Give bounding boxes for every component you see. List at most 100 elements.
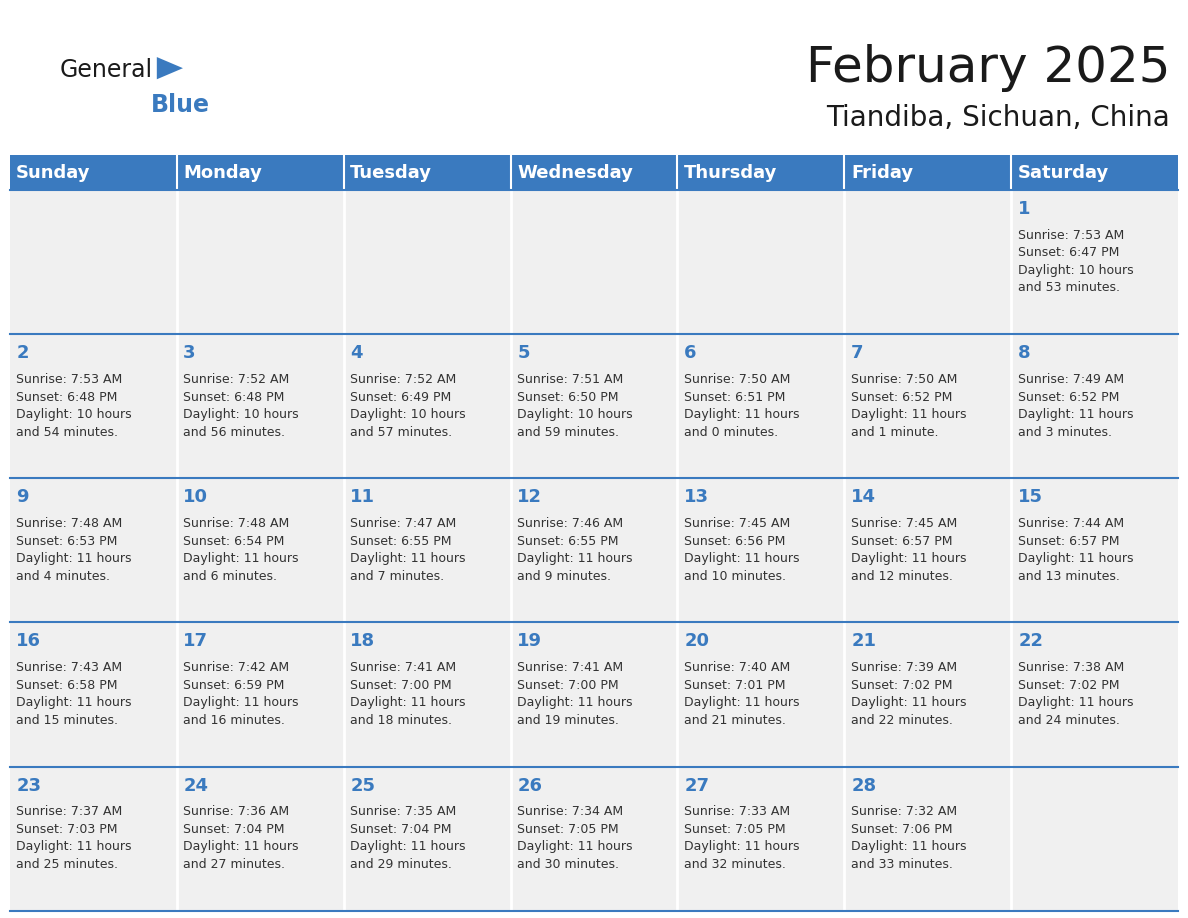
Text: Sunrise: 7:52 AM
Sunset: 6:48 PM
Daylight: 10 hours
and 56 minutes.: Sunrise: 7:52 AM Sunset: 6:48 PM Dayligh… <box>183 373 299 439</box>
Bar <box>10 622 177 767</box>
Bar <box>677 478 845 622</box>
Text: Sunrise: 7:32 AM
Sunset: 7:06 PM
Daylight: 11 hours
and 33 minutes.: Sunrise: 7:32 AM Sunset: 7:06 PM Dayligh… <box>851 805 967 871</box>
Text: 4: 4 <box>350 344 362 363</box>
Text: Sunrise: 7:39 AM
Sunset: 7:02 PM
Daylight: 11 hours
and 22 minutes.: Sunrise: 7:39 AM Sunset: 7:02 PM Dayligh… <box>851 661 967 727</box>
Text: Saturday: Saturday <box>1018 163 1110 182</box>
Text: Friday: Friday <box>851 163 914 182</box>
Text: Tuesday: Tuesday <box>350 163 432 182</box>
Text: Sunrise: 7:43 AM
Sunset: 6:58 PM
Daylight: 11 hours
and 15 minutes.: Sunrise: 7:43 AM Sunset: 6:58 PM Dayligh… <box>17 661 132 727</box>
Bar <box>677 155 845 190</box>
Text: 15: 15 <box>1018 488 1043 507</box>
Text: 14: 14 <box>851 488 877 507</box>
Text: 11: 11 <box>350 488 375 507</box>
Bar <box>1011 334 1178 478</box>
Bar <box>511 478 677 622</box>
Bar <box>1011 155 1178 190</box>
Text: Sunday: Sunday <box>17 163 90 182</box>
Text: Sunrise: 7:41 AM
Sunset: 7:00 PM
Daylight: 11 hours
and 19 minutes.: Sunrise: 7:41 AM Sunset: 7:00 PM Dayligh… <box>517 661 633 727</box>
Text: 17: 17 <box>183 633 208 651</box>
Bar <box>845 478 1011 622</box>
Text: Tiandiba, Sichuan, China: Tiandiba, Sichuan, China <box>827 104 1170 132</box>
Text: 1: 1 <box>1018 200 1031 218</box>
Text: 19: 19 <box>517 633 542 651</box>
Text: 22: 22 <box>1018 633 1043 651</box>
Text: Sunrise: 7:34 AM
Sunset: 7:05 PM
Daylight: 11 hours
and 30 minutes.: Sunrise: 7:34 AM Sunset: 7:05 PM Dayligh… <box>517 805 633 871</box>
Text: 28: 28 <box>851 777 877 795</box>
Text: Sunrise: 7:48 AM
Sunset: 6:53 PM
Daylight: 11 hours
and 4 minutes.: Sunrise: 7:48 AM Sunset: 6:53 PM Dayligh… <box>17 517 132 583</box>
Bar <box>343 622 511 767</box>
Text: Sunrise: 7:53 AM
Sunset: 6:47 PM
Daylight: 10 hours
and 53 minutes.: Sunrise: 7:53 AM Sunset: 6:47 PM Dayligh… <box>1018 229 1133 295</box>
Bar <box>177 334 343 478</box>
Text: Sunrise: 7:40 AM
Sunset: 7:01 PM
Daylight: 11 hours
and 21 minutes.: Sunrise: 7:40 AM Sunset: 7:01 PM Dayligh… <box>684 661 800 727</box>
Text: 8: 8 <box>1018 344 1031 363</box>
Text: Sunrise: 7:45 AM
Sunset: 6:57 PM
Daylight: 11 hours
and 12 minutes.: Sunrise: 7:45 AM Sunset: 6:57 PM Dayligh… <box>851 517 967 583</box>
Text: Sunrise: 7:46 AM
Sunset: 6:55 PM
Daylight: 11 hours
and 9 minutes.: Sunrise: 7:46 AM Sunset: 6:55 PM Dayligh… <box>517 517 633 583</box>
Bar <box>511 767 677 911</box>
Text: Monday: Monday <box>183 163 263 182</box>
Text: Sunrise: 7:33 AM
Sunset: 7:05 PM
Daylight: 11 hours
and 32 minutes.: Sunrise: 7:33 AM Sunset: 7:05 PM Dayligh… <box>684 805 800 871</box>
Text: 21: 21 <box>851 633 877 651</box>
Bar <box>677 622 845 767</box>
Bar <box>343 334 511 478</box>
Bar <box>177 155 343 190</box>
Text: Wednesday: Wednesday <box>517 163 633 182</box>
Text: Sunrise: 7:45 AM
Sunset: 6:56 PM
Daylight: 11 hours
and 10 minutes.: Sunrise: 7:45 AM Sunset: 6:56 PM Dayligh… <box>684 517 800 583</box>
Text: Sunrise: 7:42 AM
Sunset: 6:59 PM
Daylight: 11 hours
and 16 minutes.: Sunrise: 7:42 AM Sunset: 6:59 PM Dayligh… <box>183 661 298 727</box>
Bar <box>511 334 677 478</box>
Bar <box>1011 767 1178 911</box>
Bar <box>343 155 511 190</box>
Text: 9: 9 <box>17 488 29 507</box>
Bar <box>1011 478 1178 622</box>
Text: 13: 13 <box>684 488 709 507</box>
Text: 12: 12 <box>517 488 542 507</box>
Text: Sunrise: 7:50 AM
Sunset: 6:52 PM
Daylight: 11 hours
and 1 minute.: Sunrise: 7:50 AM Sunset: 6:52 PM Dayligh… <box>851 373 967 439</box>
Text: 3: 3 <box>183 344 196 363</box>
Text: Blue: Blue <box>151 93 210 117</box>
Text: Sunrise: 7:53 AM
Sunset: 6:48 PM
Daylight: 10 hours
and 54 minutes.: Sunrise: 7:53 AM Sunset: 6:48 PM Dayligh… <box>17 373 132 439</box>
Bar <box>511 190 677 334</box>
Text: 7: 7 <box>851 344 864 363</box>
Bar <box>845 190 1011 334</box>
Bar <box>10 478 177 622</box>
Text: Sunrise: 7:38 AM
Sunset: 7:02 PM
Daylight: 11 hours
and 24 minutes.: Sunrise: 7:38 AM Sunset: 7:02 PM Dayligh… <box>1018 661 1133 727</box>
Text: Sunrise: 7:52 AM
Sunset: 6:49 PM
Daylight: 10 hours
and 57 minutes.: Sunrise: 7:52 AM Sunset: 6:49 PM Dayligh… <box>350 373 466 439</box>
Text: February 2025: February 2025 <box>805 44 1170 92</box>
Text: Sunrise: 7:50 AM
Sunset: 6:51 PM
Daylight: 11 hours
and 0 minutes.: Sunrise: 7:50 AM Sunset: 6:51 PM Dayligh… <box>684 373 800 439</box>
Text: 26: 26 <box>517 777 542 795</box>
Bar <box>10 155 177 190</box>
Text: Sunrise: 7:47 AM
Sunset: 6:55 PM
Daylight: 11 hours
and 7 minutes.: Sunrise: 7:47 AM Sunset: 6:55 PM Dayligh… <box>350 517 466 583</box>
Bar <box>177 478 343 622</box>
Text: Sunrise: 7:36 AM
Sunset: 7:04 PM
Daylight: 11 hours
and 27 minutes.: Sunrise: 7:36 AM Sunset: 7:04 PM Dayligh… <box>183 805 298 871</box>
Text: 24: 24 <box>183 777 208 795</box>
Bar <box>177 622 343 767</box>
Bar <box>677 190 845 334</box>
Bar <box>845 767 1011 911</box>
Bar <box>343 478 511 622</box>
Text: Sunrise: 7:35 AM
Sunset: 7:04 PM
Daylight: 11 hours
and 29 minutes.: Sunrise: 7:35 AM Sunset: 7:04 PM Dayligh… <box>350 805 466 871</box>
Text: 16: 16 <box>17 633 42 651</box>
Polygon shape <box>157 57 183 79</box>
Text: Sunrise: 7:49 AM
Sunset: 6:52 PM
Daylight: 11 hours
and 3 minutes.: Sunrise: 7:49 AM Sunset: 6:52 PM Dayligh… <box>1018 373 1133 439</box>
Text: 25: 25 <box>350 777 375 795</box>
Bar <box>845 334 1011 478</box>
Text: Sunrise: 7:41 AM
Sunset: 7:00 PM
Daylight: 11 hours
and 18 minutes.: Sunrise: 7:41 AM Sunset: 7:00 PM Dayligh… <box>350 661 466 727</box>
Text: General: General <box>59 58 152 82</box>
Bar <box>343 767 511 911</box>
Bar <box>177 190 343 334</box>
Text: 18: 18 <box>350 633 375 651</box>
Bar <box>511 155 677 190</box>
Bar <box>1011 190 1178 334</box>
Bar <box>343 190 511 334</box>
Bar <box>845 155 1011 190</box>
Bar <box>10 190 177 334</box>
Text: 5: 5 <box>517 344 530 363</box>
Text: 27: 27 <box>684 777 709 795</box>
Text: 23: 23 <box>17 777 42 795</box>
Text: Sunrise: 7:51 AM
Sunset: 6:50 PM
Daylight: 10 hours
and 59 minutes.: Sunrise: 7:51 AM Sunset: 6:50 PM Dayligh… <box>517 373 633 439</box>
Text: 20: 20 <box>684 633 709 651</box>
Bar <box>177 767 343 911</box>
Text: 2: 2 <box>17 344 29 363</box>
Bar <box>511 622 677 767</box>
Bar <box>677 334 845 478</box>
Text: Sunrise: 7:44 AM
Sunset: 6:57 PM
Daylight: 11 hours
and 13 minutes.: Sunrise: 7:44 AM Sunset: 6:57 PM Dayligh… <box>1018 517 1133 583</box>
